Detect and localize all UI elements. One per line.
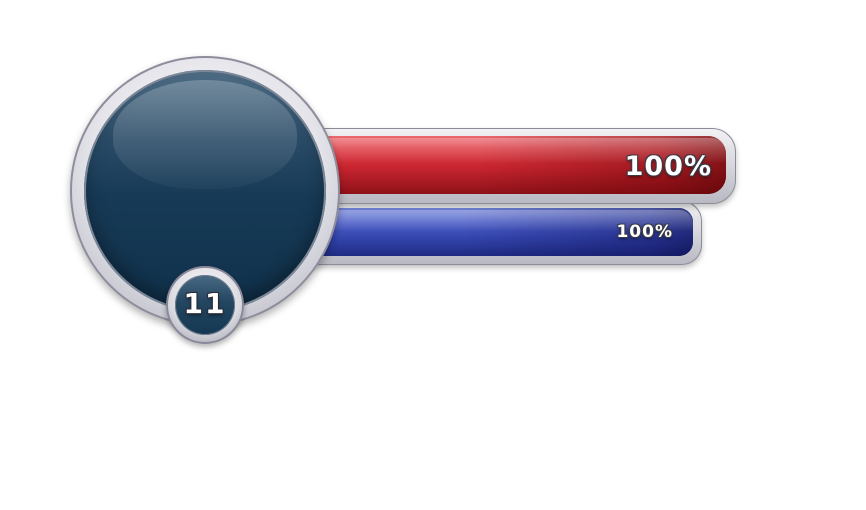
mana-bar-shine <box>309 210 693 231</box>
health-percent-label: 100% <box>624 151 712 182</box>
mana-bar-fill <box>309 208 693 256</box>
health-bar: 100% <box>300 128 736 204</box>
portrait-gloss <box>113 79 297 189</box>
health-bar-track: 100% <box>309 136 726 194</box>
mana-bar-track: 100% <box>309 208 693 256</box>
health-bar-fill <box>309 136 726 194</box>
level-badge-inner: 11 <box>175 275 235 335</box>
mana-percent-label: 100% <box>616 222 673 242</box>
level-badge: 11 <box>166 266 244 344</box>
mana-bar: 100% <box>300 201 702 265</box>
health-bar-shine <box>309 138 726 163</box>
level-number: 11 <box>183 287 227 320</box>
